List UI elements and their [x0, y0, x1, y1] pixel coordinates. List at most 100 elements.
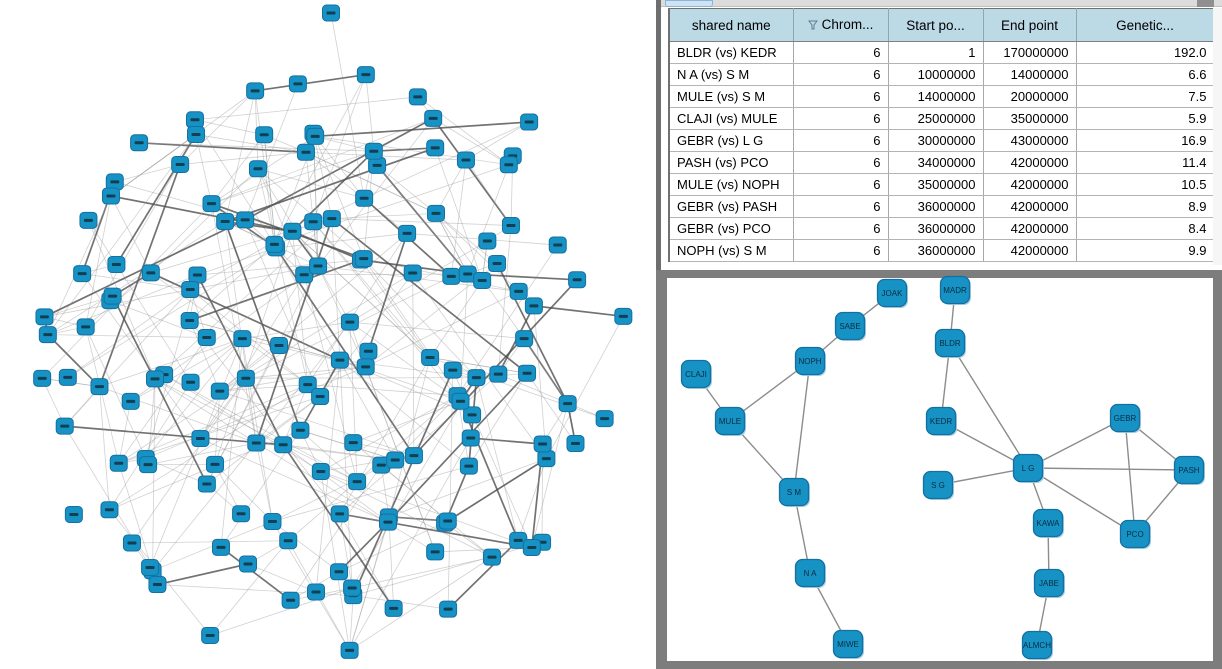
network-edge[interactable] — [349, 556, 493, 651]
table-cell[interactable]: 36000000 — [888, 195, 984, 218]
network-edge[interactable] — [349, 321, 461, 402]
network-node[interactable] — [340, 313, 359, 331]
table-cell[interactable]: 192.0 — [1076, 41, 1215, 64]
network-node[interactable] — [355, 189, 374, 207]
network-node[interactable] — [329, 563, 348, 581]
network-edge[interactable] — [304, 273, 468, 276]
network-edge[interactable] — [194, 119, 265, 136]
node-shape[interactable] — [922, 470, 954, 500]
network-edge[interactable] — [257, 168, 365, 199]
network-edge[interactable] — [157, 563, 249, 586]
network-edge[interactable] — [274, 164, 509, 245]
node-shape[interactable] — [876, 278, 908, 308]
node-shape[interactable] — [939, 275, 971, 305]
table-cell[interactable]: 170000000 — [983, 41, 1077, 64]
network-edge[interactable] — [116, 264, 191, 383]
network-edge[interactable] — [339, 360, 353, 588]
network-edge[interactable] — [376, 164, 469, 275]
network-node[interactable] — [248, 160, 267, 178]
network-edge[interactable] — [533, 305, 624, 318]
network-edge[interactable] — [319, 272, 414, 397]
network-edge[interactable] — [189, 320, 341, 361]
network-edge[interactable] — [476, 377, 519, 541]
network-node[interactable] — [270, 336, 289, 354]
network-edge[interactable] — [523, 338, 568, 404]
network-node[interactable] — [356, 66, 375, 84]
table-cell[interactable]: 7.5 — [1076, 85, 1215, 108]
network-edge[interactable] — [219, 345, 280, 392]
scrollbar-thumb[interactable] — [665, 0, 713, 7]
network-edge[interactable] — [245, 366, 366, 379]
network-edge[interactable] — [353, 541, 543, 597]
network-edge[interactable] — [67, 289, 191, 378]
table-row[interactable]: PASH (vs) PCO 6 34000000 42000000 11.4 — [669, 151, 1215, 174]
network-node[interactable] — [283, 222, 302, 240]
network-edge[interactable] — [219, 366, 366, 392]
table-cell[interactable]: GEBR (vs) PCO — [669, 217, 794, 240]
network-edge[interactable] — [272, 521, 340, 573]
network-edge[interactable] — [460, 273, 469, 402]
network-edge[interactable] — [349, 240, 488, 323]
network-edge[interactable] — [338, 521, 389, 573]
network-edge[interactable] — [99, 386, 110, 510]
network-edge[interactable] — [194, 96, 418, 121]
network-edge[interactable] — [200, 274, 305, 439]
network-edge[interactable] — [339, 513, 532, 549]
network-edge[interactable] — [99, 338, 243, 388]
network-edge[interactable] — [257, 168, 277, 248]
table-cell[interactable]: 6.6 — [1076, 63, 1215, 86]
network-node[interactable] — [461, 429, 480, 447]
network-node[interactable] — [107, 256, 126, 274]
network-node[interactable] — [378, 513, 397, 531]
network-edge[interactable] — [949, 342, 1029, 469]
network-edge[interactable] — [67, 247, 277, 378]
network-node[interactable] — [109, 454, 128, 472]
network-edge[interactable] — [109, 381, 191, 511]
network-node[interactable] — [216, 213, 235, 231]
network-edge[interactable] — [189, 320, 341, 515]
network-node[interactable] — [295, 266, 314, 284]
network-node[interactable] — [298, 376, 317, 394]
network-edge[interactable] — [118, 337, 208, 464]
network-node[interactable] — [442, 267, 461, 285]
network-edge[interactable] — [47, 274, 198, 336]
network-node[interactable] — [139, 456, 158, 474]
table-cell[interactable]: 10.5 — [1076, 173, 1215, 196]
network-node[interactable] — [233, 330, 252, 348]
table-cell[interactable]: 6 — [793, 195, 889, 218]
network-node[interactable] — [359, 342, 378, 360]
node-shape[interactable] — [1119, 519, 1151, 549]
network-edge[interactable] — [363, 258, 477, 378]
table-cell[interactable]: 16.9 — [1076, 129, 1215, 152]
network-node[interactable] — [288, 75, 307, 93]
network-node[interactable] — [181, 373, 200, 391]
table-cell[interactable]: 14000000 — [983, 63, 1077, 86]
network-edge[interactable] — [241, 338, 273, 522]
network-node[interactable] — [386, 451, 405, 469]
network-edge[interactable] — [373, 147, 436, 153]
network-edge[interactable] — [189, 244, 275, 321]
network-edge[interactable] — [365, 74, 375, 152]
network-node[interactable] — [141, 559, 160, 577]
network-edge[interactable] — [163, 374, 322, 472]
network-edge[interactable] — [244, 219, 321, 397]
network-edge[interactable] — [256, 442, 436, 553]
network-edge[interactable] — [224, 147, 436, 223]
network-edge[interactable] — [110, 134, 197, 197]
table-row[interactable]: NOPH (vs) S M 6 36000000 42000000 9.9 — [669, 239, 1215, 262]
network-edge[interactable] — [256, 396, 321, 444]
network-edge[interactable] — [244, 83, 299, 220]
network-edge[interactable] — [417, 96, 510, 166]
network-node[interactable] — [201, 626, 220, 644]
network-node[interactable] — [188, 266, 207, 284]
network-edge[interactable] — [1027, 467, 1190, 471]
table-cell[interactable]: 35000000 — [888, 173, 984, 196]
network-edge[interactable] — [381, 464, 449, 522]
network-edge[interactable] — [313, 121, 530, 223]
network-node[interactable] — [263, 513, 282, 531]
network-node[interactable] — [356, 358, 375, 376]
network-edge[interactable] — [314, 136, 365, 199]
network-node[interactable] — [368, 156, 387, 174]
table-row[interactable]: GEBR (vs) L G 6 30000000 43000000 16.9 — [669, 129, 1215, 152]
network-node[interactable] — [533, 435, 552, 453]
